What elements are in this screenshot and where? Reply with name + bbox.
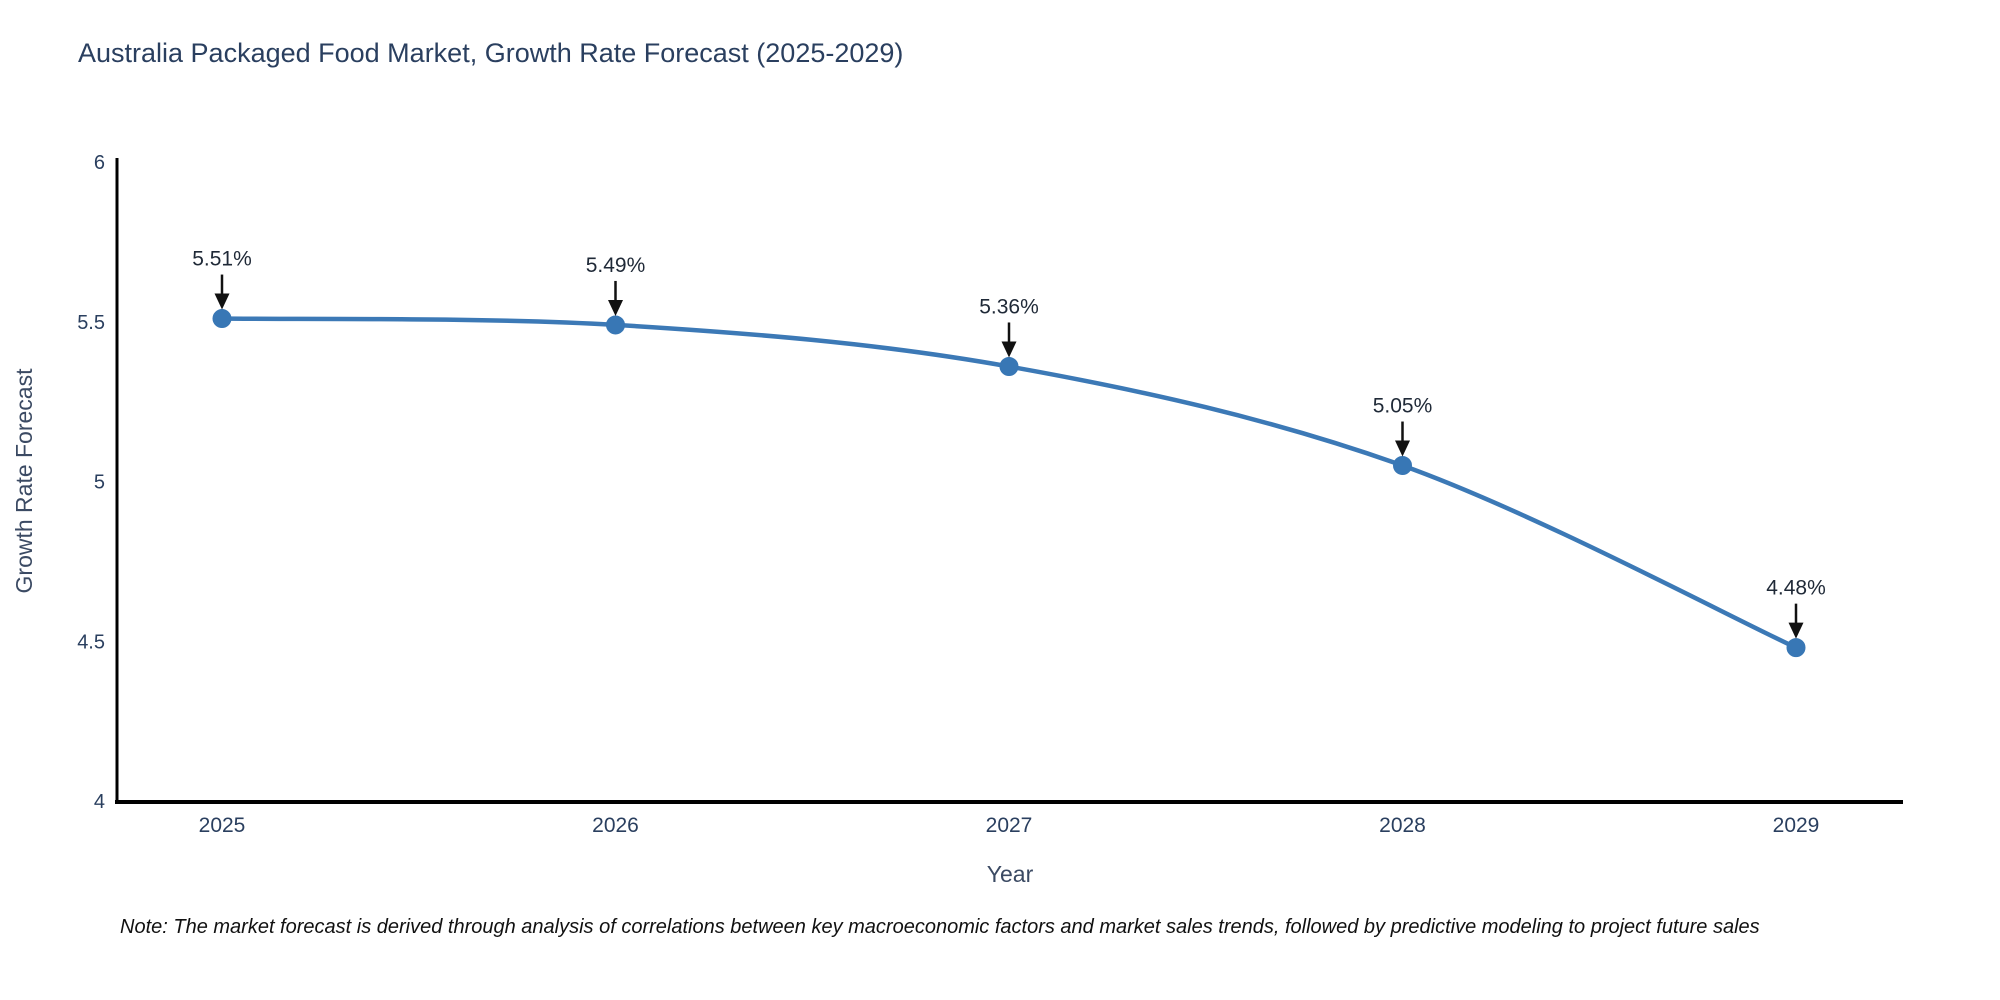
x-tick-label: 2029 <box>1773 814 1820 837</box>
annotation-arrowhead <box>608 299 623 316</box>
y-tick-label: 5 <box>94 472 105 494</box>
annotation-label: 5.51% <box>192 248 252 271</box>
annotation-label: 5.05% <box>1373 395 1433 418</box>
y-tick-label: 4.5 <box>77 631 105 653</box>
data-point-2025 <box>212 309 232 329</box>
annotation-arrowhead <box>1395 440 1410 457</box>
footnote: Note: The market forecast is derived thr… <box>120 916 1760 938</box>
annotation-arrowhead <box>1788 622 1804 639</box>
chart-title: Australia Packaged Food Market, Growth R… <box>78 38 904 68</box>
x-tick-label: 2025 <box>199 814 246 837</box>
annotation-arrowhead <box>1001 341 1017 358</box>
annotation-label: 5.36% <box>979 295 1039 318</box>
x-tick-label: 2028 <box>1379 814 1426 837</box>
y-axis-title: Growth Rate Forecast <box>11 368 37 594</box>
x-tick-label: 2027 <box>986 814 1033 837</box>
x-tick-label: 2026 <box>592 814 639 837</box>
annotation-arrowhead <box>214 293 230 310</box>
annotation-label: 4.48% <box>1766 577 1826 600</box>
data-point-2029 <box>1786 638 1806 658</box>
y-tick-label: 5.5 <box>77 312 105 334</box>
data-point-2028 <box>1393 456 1412 476</box>
data-point-2026 <box>606 315 625 335</box>
y-tick-label: 6 <box>94 152 105 174</box>
data-point-2027 <box>999 356 1019 376</box>
annotation-label: 5.49% <box>586 254 646 277</box>
y-tick-label: 4 <box>94 791 105 813</box>
x-axis-title: Year <box>987 861 1034 887</box>
